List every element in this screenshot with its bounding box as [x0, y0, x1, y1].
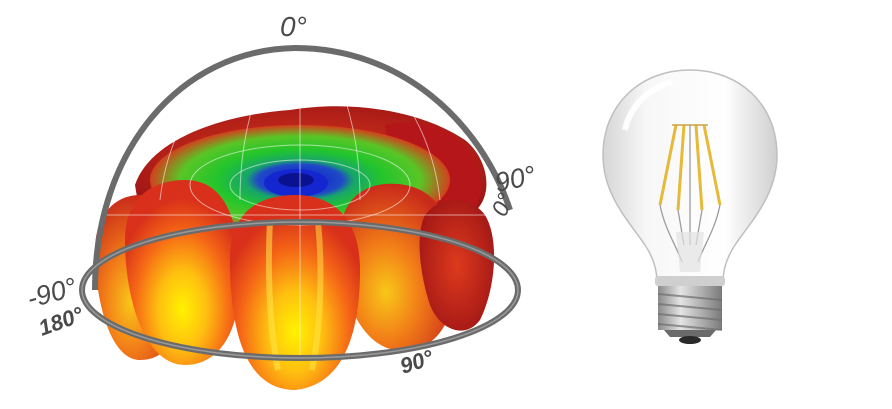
screw-base — [657, 286, 723, 344]
filament-led-bulb-icon — [602, 69, 778, 344]
lobe-front — [230, 195, 360, 390]
angle-label-top: 0° — [280, 11, 307, 42]
radiation-pattern-3d — [79, 19, 521, 390]
filament-strands — [658, 124, 722, 211]
glass-stem — [676, 232, 704, 272]
meridian-arc — [92, 44, 513, 291]
lobe-far-right — [419, 200, 495, 331]
